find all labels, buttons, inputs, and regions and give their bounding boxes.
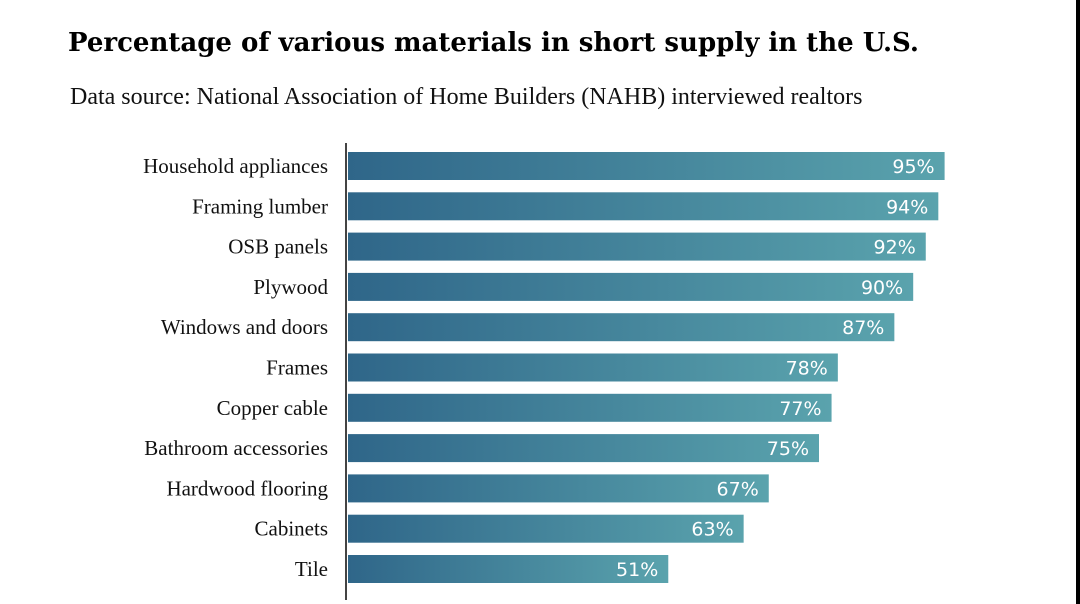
- value-label: 67%: [717, 478, 759, 500]
- bar: [348, 313, 895, 342]
- value-label: 63%: [691, 519, 733, 541]
- category-label: Hardwood flooring: [166, 476, 328, 500]
- value-label: 51%: [616, 559, 658, 581]
- bar: [348, 192, 939, 221]
- value-label: 92%: [874, 237, 916, 259]
- bar: [348, 272, 914, 301]
- category-label: Copper cable: [217, 396, 328, 420]
- bar: [348, 555, 669, 583]
- value-label: 87%: [842, 317, 884, 339]
- bar: [348, 232, 926, 261]
- right-edge-rule: [1076, 0, 1080, 604]
- bar: [348, 393, 832, 422]
- bar: [348, 353, 838, 382]
- category-label: Plywood: [253, 275, 328, 299]
- bar: [348, 152, 945, 180]
- category-label: Windows and doors: [161, 315, 328, 339]
- chart-subtitle: Data source: National Association of Hom…: [70, 84, 863, 110]
- category-label: Framing lumber: [192, 194, 328, 218]
- bar: [348, 514, 744, 543]
- category-label: Cabinets: [255, 517, 329, 541]
- value-label: 95%: [892, 156, 934, 178]
- value-label: 90%: [861, 277, 903, 299]
- value-label: 77%: [779, 398, 821, 420]
- value-label: 94%: [886, 196, 928, 218]
- category-label: Tile: [295, 557, 328, 581]
- bar: [348, 434, 819, 463]
- category-label: Household appliances: [143, 154, 328, 178]
- category-label: OSB panels: [228, 235, 328, 259]
- chart-title: Percentage of various materials in short…: [68, 28, 919, 58]
- value-label: 78%: [786, 358, 828, 380]
- category-label: Bathroom accessories: [144, 436, 328, 460]
- category-label: Frames: [266, 356, 328, 380]
- value-label: 75%: [767, 438, 809, 460]
- bar: [348, 474, 769, 503]
